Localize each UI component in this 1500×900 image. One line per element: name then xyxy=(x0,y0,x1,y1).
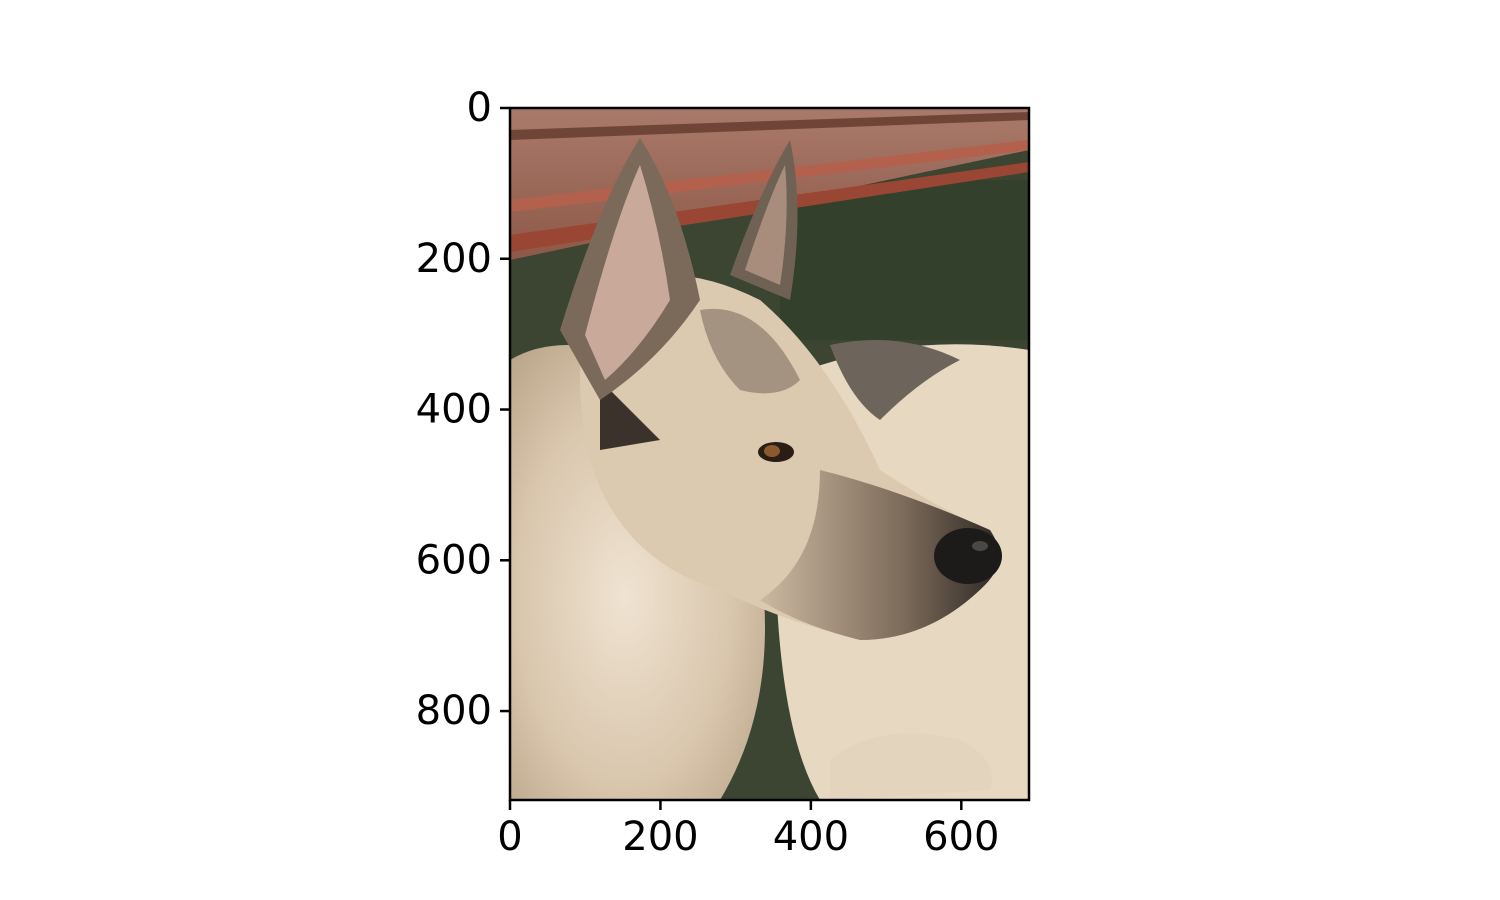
x-tick-label: 0 xyxy=(497,814,522,860)
y-axis: 0 200 400 600 800 xyxy=(416,85,510,734)
x-tick-label: 400 xyxy=(773,814,849,860)
y-tick-label: 800 xyxy=(416,688,492,734)
y-tick-label: 0 xyxy=(467,85,492,131)
dog-photo xyxy=(510,108,1029,800)
x-axis: 0 200 400 600 xyxy=(497,800,999,860)
x-tick-label: 200 xyxy=(622,814,698,860)
y-tick-label: 600 xyxy=(416,537,492,583)
x-tick-label: 600 xyxy=(923,814,999,860)
y-tick-label: 200 xyxy=(416,236,492,282)
axes-frame xyxy=(508,106,1031,802)
y-tick-label: 400 xyxy=(416,387,492,433)
